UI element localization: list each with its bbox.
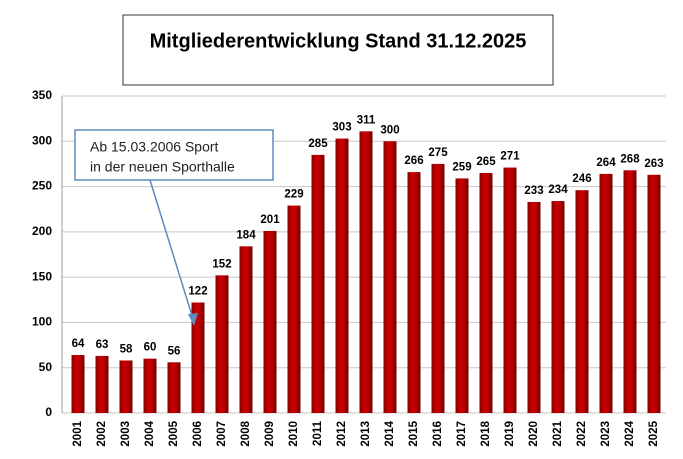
bar	[287, 205, 301, 413]
bar	[599, 173, 613, 413]
bar	[263, 230, 277, 413]
bar	[359, 131, 373, 413]
bar	[95, 355, 109, 413]
data-label: 201	[260, 214, 280, 226]
y-tick-label: 350	[32, 88, 52, 102]
bar	[575, 190, 589, 413]
annotation-arrow	[149, 179, 195, 323]
x-tick-label: 2017	[456, 421, 468, 447]
data-label: 303	[332, 122, 351, 134]
data-label: 233	[524, 185, 543, 197]
bar	[239, 246, 253, 413]
y-tick-label: 250	[32, 179, 52, 193]
data-label: 229	[284, 189, 303, 201]
x-tick-label: 2013	[360, 421, 372, 447]
plot: 0 50 100 150 200 250 300 350 2001 64 2002 63 2003 58 2…	[32, 88, 666, 447]
data-label: 64	[72, 338, 85, 350]
annotation-line: in der neuen Sporthalle	[90, 159, 235, 175]
bar	[71, 355, 85, 413]
bar	[215, 275, 229, 413]
data-label: 300	[380, 124, 399, 136]
bar	[551, 201, 565, 413]
data-label: 264	[596, 157, 616, 169]
data-label: 271	[500, 151, 520, 163]
data-label: 246	[572, 173, 591, 185]
data-label: 263	[644, 158, 663, 170]
x-tick-label: 2024	[624, 420, 636, 446]
x-tick-label: 2021	[552, 420, 564, 446]
x-tick-label: 2019	[504, 421, 516, 447]
bar	[383, 141, 397, 414]
y-tick-label: 300	[32, 133, 52, 147]
y-tick-label: 200	[32, 224, 52, 238]
data-label: 268	[620, 153, 640, 165]
annotation-line: Ab 15.03.2006 Sport	[90, 139, 219, 155]
x-tick-label: 2001	[72, 420, 84, 446]
bar	[527, 201, 541, 413]
data-label: 311	[357, 114, 376, 126]
data-label: 184	[236, 229, 256, 241]
x-tick-label: 2020	[528, 421, 540, 447]
x-tick-label: 2016	[432, 421, 444, 447]
data-label: 60	[144, 342, 157, 354]
x-tick-label: 2010	[288, 421, 300, 447]
bar	[647, 174, 661, 413]
data-label: 234	[548, 184, 568, 196]
annotation-box	[74, 129, 274, 181]
data-label: 63	[96, 339, 109, 351]
x-tick-label: 2011	[312, 420, 324, 446]
bar	[455, 178, 469, 413]
x-tick-label: 2002	[96, 421, 108, 447]
bar	[623, 170, 637, 413]
y-tick-label: 50	[39, 360, 53, 374]
x-tick-label: 2006	[192, 421, 204, 447]
bar	[431, 163, 445, 413]
bar	[335, 138, 349, 413]
y-tick-label: 150	[32, 269, 52, 283]
x-tick-label: 2015	[408, 420, 420, 446]
y-tick-label: 0	[45, 405, 52, 419]
data-label: 259	[452, 161, 471, 173]
x-tick-label: 2025	[648, 420, 660, 446]
data-label: 275	[428, 147, 448, 159]
bar	[119, 360, 133, 413]
arrow-head	[188, 313, 198, 326]
y-tick-label: 100	[32, 315, 52, 329]
bar	[503, 167, 517, 413]
data-label: 122	[188, 286, 207, 298]
data-label: 58	[120, 343, 133, 355]
x-tick-label: 2012	[336, 421, 348, 447]
x-tick-label: 2005	[168, 420, 180, 446]
chart-title: Mitgliederentwicklung Stand 31.12.2025	[150, 30, 527, 52]
bar	[167, 362, 181, 413]
bar	[191, 302, 205, 413]
x-tick-label: 2009	[264, 421, 276, 447]
data-label: 285	[308, 138, 328, 150]
data-label: 265	[476, 156, 496, 168]
data-label: 266	[404, 155, 423, 167]
data-label: 56	[168, 345, 181, 357]
title-box	[122, 14, 554, 86]
bar	[143, 358, 157, 413]
x-tick-label: 2018	[480, 420, 492, 446]
x-tick-label: 2022	[576, 421, 588, 447]
x-tick-label: 2008	[240, 420, 252, 446]
x-tick-label: 2004	[144, 420, 156, 446]
x-tick-label: 2023	[600, 421, 612, 447]
x-tick-label: 2014	[384, 420, 396, 446]
x-tick-label: 2003	[120, 421, 132, 447]
bar	[407, 172, 421, 413]
x-tick-label: 2007	[216, 421, 228, 447]
bar	[479, 172, 493, 413]
bar	[311, 154, 325, 413]
data-label: 152	[212, 258, 231, 270]
